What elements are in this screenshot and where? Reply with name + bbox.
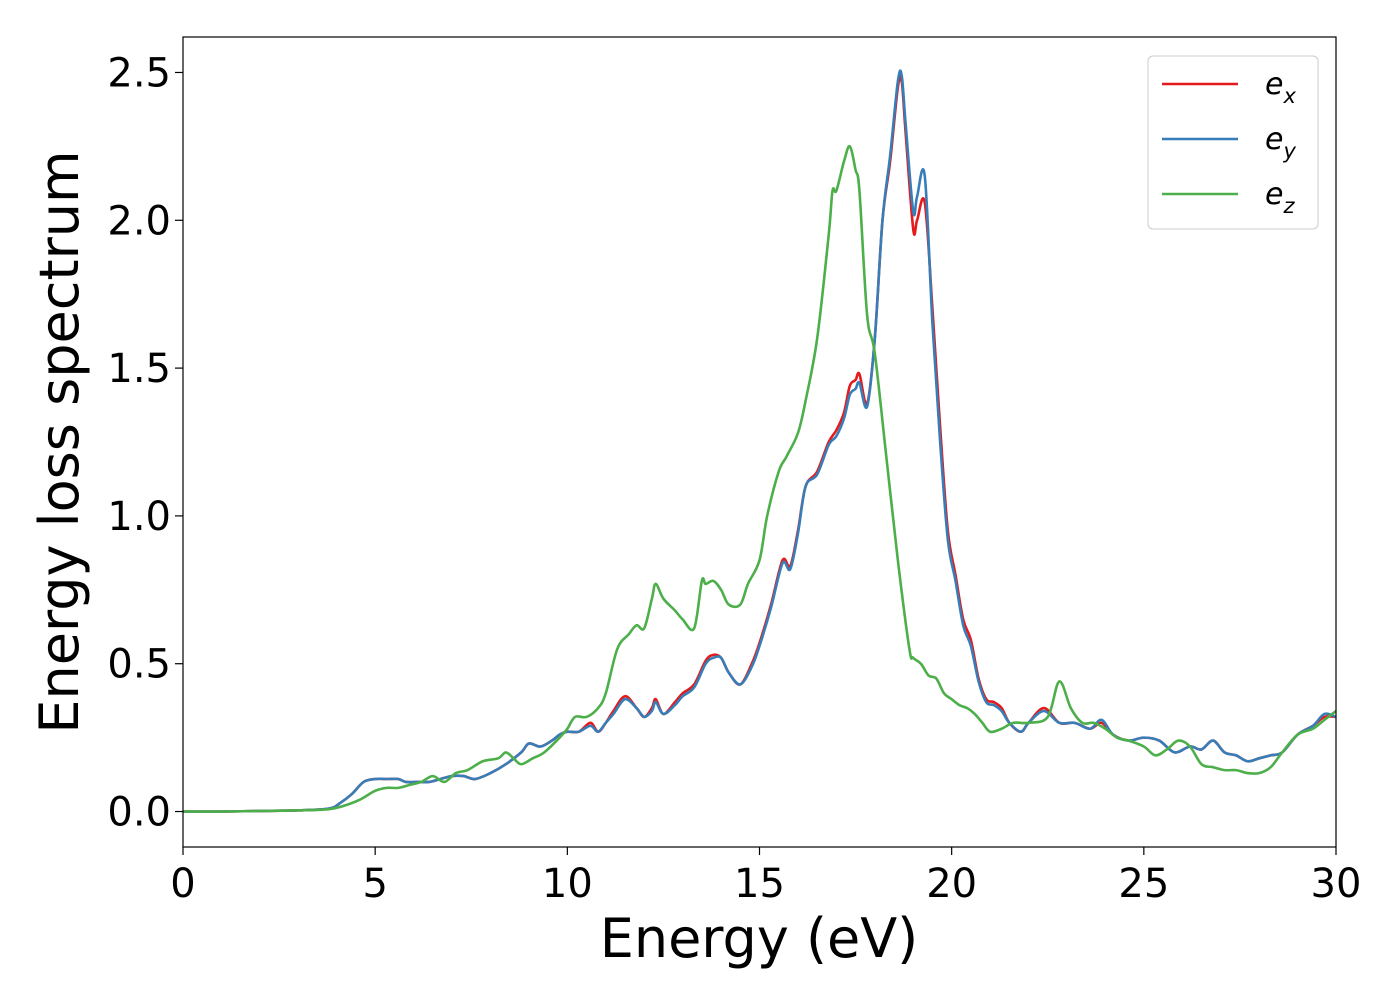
x-tick-label: 5 xyxy=(362,861,387,907)
y-tick-label: 1.0 xyxy=(107,494,171,540)
y-axis: 0.0 0.5 1.0 1.5 2.0 2.5 xyxy=(107,50,183,836)
y-tick-label: 1.5 xyxy=(107,346,171,392)
y-tick-label: 0.5 xyxy=(107,642,171,688)
x-axis: 0 5 10 15 20 25 30 xyxy=(170,847,1361,907)
x-tick-label: 20 xyxy=(926,861,977,907)
x-axis-title: Energy (eV) xyxy=(600,907,919,970)
y-axis-title: Energy loss spectrum xyxy=(28,150,91,733)
series-line-y xyxy=(183,69,1336,813)
y-tick-label: 0.0 xyxy=(107,790,171,836)
x-tick-label: 25 xyxy=(1118,861,1169,907)
series-line-z xyxy=(183,144,1336,813)
x-tick-label: 30 xyxy=(1311,861,1362,907)
series-layer xyxy=(183,69,1336,813)
x-tick-label: 0 xyxy=(170,861,195,907)
legend-box xyxy=(1147,55,1319,230)
x-tick-label: 10 xyxy=(542,861,593,907)
y-tick-label: 2.0 xyxy=(107,198,171,244)
y-tick-label: 2.5 xyxy=(107,50,171,96)
x-tick-label: 15 xyxy=(734,861,785,907)
